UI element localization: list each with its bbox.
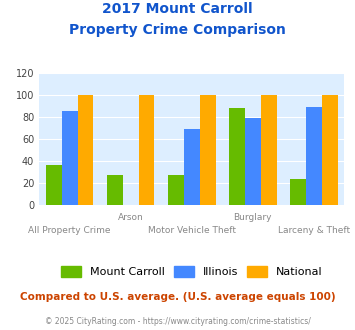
Text: Burglary: Burglary [234,213,272,222]
Text: Motor Vehicle Theft: Motor Vehicle Theft [148,226,236,235]
Bar [229,108,245,205]
Text: Arson: Arson [118,213,143,222]
Bar [306,107,322,205]
Bar [184,129,200,205]
Bar [46,165,62,205]
Text: © 2025 CityRating.com - https://www.cityrating.com/crime-statistics/: © 2025 CityRating.com - https://www.city… [45,317,310,326]
Text: Compared to U.S. average. (U.S. average equals 100): Compared to U.S. average. (U.S. average … [20,292,335,302]
Bar [107,175,123,205]
Bar [245,118,261,205]
Bar [77,95,93,205]
Text: Property Crime Comparison: Property Crime Comparison [69,23,286,37]
Bar [322,95,338,205]
Bar [200,95,215,205]
Text: 2017 Mount Carroll: 2017 Mount Carroll [102,2,253,16]
Legend: Mount Carroll, Illinois, National: Mount Carroll, Illinois, National [61,266,322,277]
Bar [62,111,77,205]
Bar [261,95,277,205]
Text: Larceny & Theft: Larceny & Theft [278,226,350,235]
Text: All Property Crime: All Property Crime [28,226,111,235]
Bar [290,179,306,205]
Bar [168,175,184,205]
Bar [138,95,154,205]
